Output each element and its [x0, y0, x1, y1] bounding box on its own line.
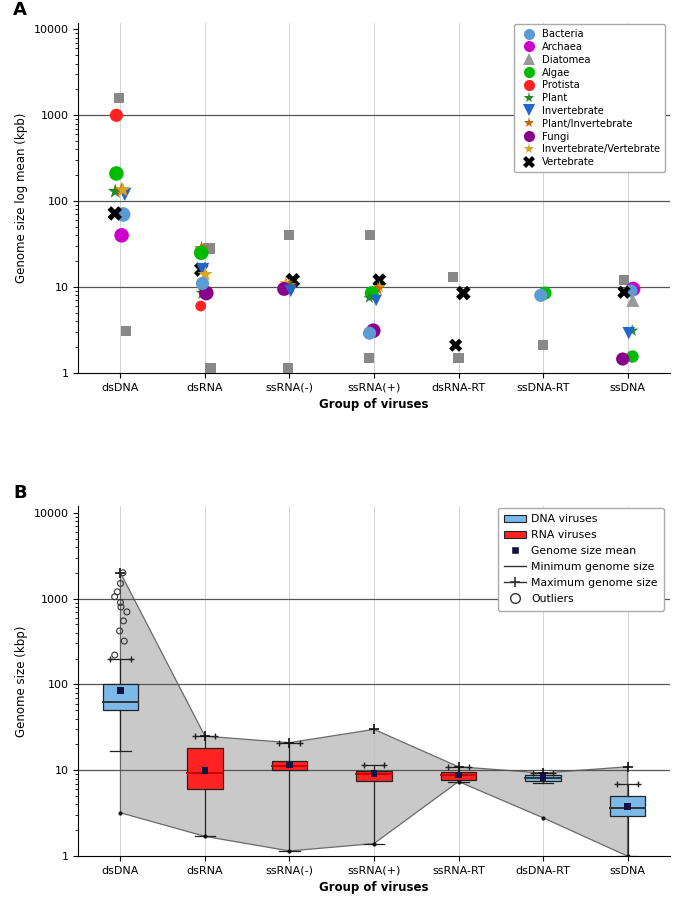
- Text: A: A: [13, 1, 27, 19]
- Point: [114, 623, 125, 638]
- Point: [109, 590, 120, 604]
- Point: [119, 634, 130, 649]
- Point: [112, 584, 123, 599]
- Point: [197, 262, 208, 276]
- Point: [623, 371, 634, 386]
- Bar: [441, 772, 476, 779]
- Point: [364, 291, 375, 305]
- Point: [453, 767, 464, 782]
- Bar: [103, 684, 138, 710]
- Point: [118, 565, 129, 580]
- Point: [538, 770, 549, 785]
- Point: [196, 246, 207, 260]
- Point: [111, 108, 122, 122]
- Point: [120, 323, 131, 338]
- Point: [450, 338, 461, 352]
- Point: [118, 207, 129, 222]
- Point: [627, 323, 638, 338]
- Point: [118, 613, 129, 628]
- Point: [368, 323, 379, 338]
- Point: [624, 326, 634, 341]
- Bar: [272, 760, 307, 770]
- Legend: Bacteria, Archaea, Diatomea, Algae, Protista, Plant, Invertebrate, Plant/Inverte: Bacteria, Archaea, Diatomea, Algae, Prot…: [513, 24, 665, 172]
- Point: [109, 207, 120, 221]
- Point: [116, 228, 127, 243]
- Point: [372, 282, 383, 296]
- Point: [280, 276, 291, 291]
- Point: [618, 273, 629, 287]
- Point: [535, 288, 546, 303]
- Point: [619, 285, 630, 300]
- Polygon shape: [120, 573, 628, 856]
- Point: [282, 361, 293, 375]
- Point: [205, 361, 216, 375]
- Bar: [525, 775, 561, 781]
- Point: [369, 766, 379, 781]
- Point: [626, 284, 636, 298]
- Point: [627, 350, 638, 364]
- Point: [111, 166, 122, 180]
- Point: [363, 351, 374, 365]
- Point: [458, 285, 469, 300]
- Point: [279, 282, 290, 296]
- Point: [539, 285, 550, 300]
- Point: [284, 228, 294, 243]
- Point: [374, 273, 385, 287]
- Point: [115, 576, 126, 591]
- Point: [367, 285, 377, 300]
- Point: [118, 183, 129, 198]
- X-axis label: Group of viruses: Group of viruses: [319, 398, 429, 411]
- Point: [288, 273, 299, 287]
- Point: [203, 241, 214, 255]
- Point: [116, 183, 127, 198]
- Point: [199, 284, 209, 298]
- Point: [109, 648, 120, 662]
- Point: [617, 352, 628, 366]
- Point: [200, 267, 211, 282]
- Point: [284, 757, 295, 772]
- Point: [109, 184, 120, 198]
- Point: [371, 293, 381, 307]
- Text: B: B: [13, 485, 27, 503]
- Point: [453, 351, 464, 365]
- Point: [374, 280, 385, 294]
- Bar: [356, 771, 392, 781]
- Point: [114, 91, 124, 105]
- Point: [285, 280, 296, 294]
- Point: [122, 604, 133, 619]
- Point: [364, 326, 375, 341]
- Point: [201, 285, 211, 300]
- Point: [196, 241, 207, 255]
- Bar: [610, 796, 645, 816]
- Point: [116, 600, 126, 614]
- Point: [199, 763, 210, 777]
- Point: [115, 683, 126, 698]
- Point: [628, 282, 639, 296]
- Point: [197, 276, 208, 291]
- X-axis label: Group of viruses: Group of viruses: [319, 882, 429, 894]
- Point: [197, 285, 208, 300]
- Point: [195, 299, 206, 313]
- Y-axis label: Genome size (kbp): Genome size (kbp): [15, 625, 28, 737]
- Point: [628, 293, 639, 307]
- Point: [364, 228, 375, 243]
- Point: [538, 338, 549, 352]
- Point: [286, 284, 296, 298]
- Point: [196, 262, 207, 276]
- Point: [284, 278, 295, 293]
- Point: [120, 188, 131, 202]
- Y-axis label: Genome size log mean (kpb): Genome size log mean (kpb): [15, 112, 28, 283]
- Point: [622, 799, 633, 814]
- Legend: DNA viruses, RNA viruses, Genome size mean, Minimum genome size, Maximum genome : DNA viruses, RNA viruses, Genome size me…: [498, 508, 664, 611]
- Point: [447, 270, 458, 284]
- Point: [115, 595, 126, 610]
- Bar: [187, 748, 223, 789]
